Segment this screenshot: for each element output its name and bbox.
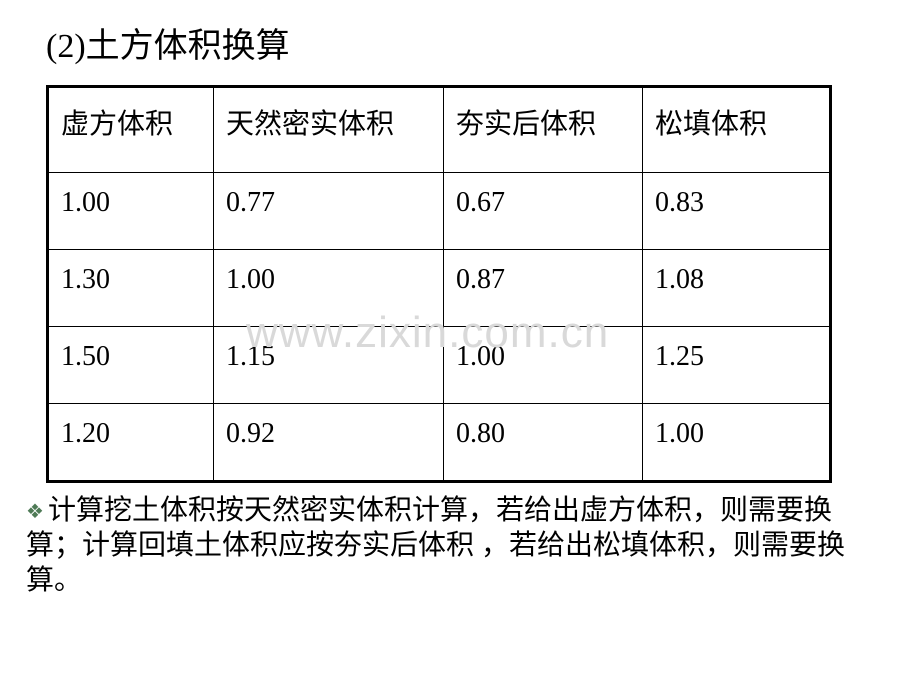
table-cell: 1.15 bbox=[214, 327, 444, 404]
note-text: ❖计算挖土体积按天然密实体积计算，若给出虚方体积，则需要换算；计算回填土体积应按… bbox=[0, 483, 920, 598]
table-cell: 1.30 bbox=[48, 250, 214, 327]
table-cell: 1.50 bbox=[48, 327, 214, 404]
table-cell: 0.77 bbox=[214, 173, 444, 250]
table-cell: 1.00 bbox=[214, 250, 444, 327]
table-row: 1.50 1.15 1.00 1.25 bbox=[48, 327, 831, 404]
table-cell: 1.00 bbox=[444, 327, 643, 404]
table-row: 1.00 0.77 0.67 0.83 bbox=[48, 173, 831, 250]
column-header: 虚方体积 bbox=[48, 87, 214, 173]
column-header: 松填体积 bbox=[643, 87, 831, 173]
diamond-bullet-icon: ❖ bbox=[26, 501, 44, 523]
table-cell: 1.00 bbox=[643, 404, 831, 482]
table-cell: 0.67 bbox=[444, 173, 643, 250]
table-cell: 0.92 bbox=[214, 404, 444, 482]
note-body: 计算挖土体积按天然密实体积计算，若给出虚方体积，则需要换算；计算回填土体积应按夯… bbox=[26, 495, 845, 596]
column-header: 夯实后体积 bbox=[444, 87, 643, 173]
table-cell: 0.83 bbox=[643, 173, 831, 250]
column-header: 天然密实体积 bbox=[214, 87, 444, 173]
table-cell: 1.00 bbox=[48, 173, 214, 250]
table-cell: 1.08 bbox=[643, 250, 831, 327]
table-cell: 0.87 bbox=[444, 250, 643, 327]
table-row: 1.20 0.92 0.80 1.00 bbox=[48, 404, 831, 482]
table-cell: 0.80 bbox=[444, 404, 643, 482]
table-cell: 1.25 bbox=[643, 327, 831, 404]
table-header-row: 虚方体积 天然密实体积 夯实后体积 松填体积 bbox=[48, 87, 831, 173]
table-cell: 1.20 bbox=[48, 404, 214, 482]
table-row: 1.30 1.00 0.87 1.08 bbox=[48, 250, 831, 327]
conversion-table: 虚方体积 天然密实体积 夯实后体积 松填体积 1.00 0.77 0.67 0.… bbox=[46, 85, 832, 483]
page-title: (2)土方体积换算 bbox=[0, 0, 920, 85]
